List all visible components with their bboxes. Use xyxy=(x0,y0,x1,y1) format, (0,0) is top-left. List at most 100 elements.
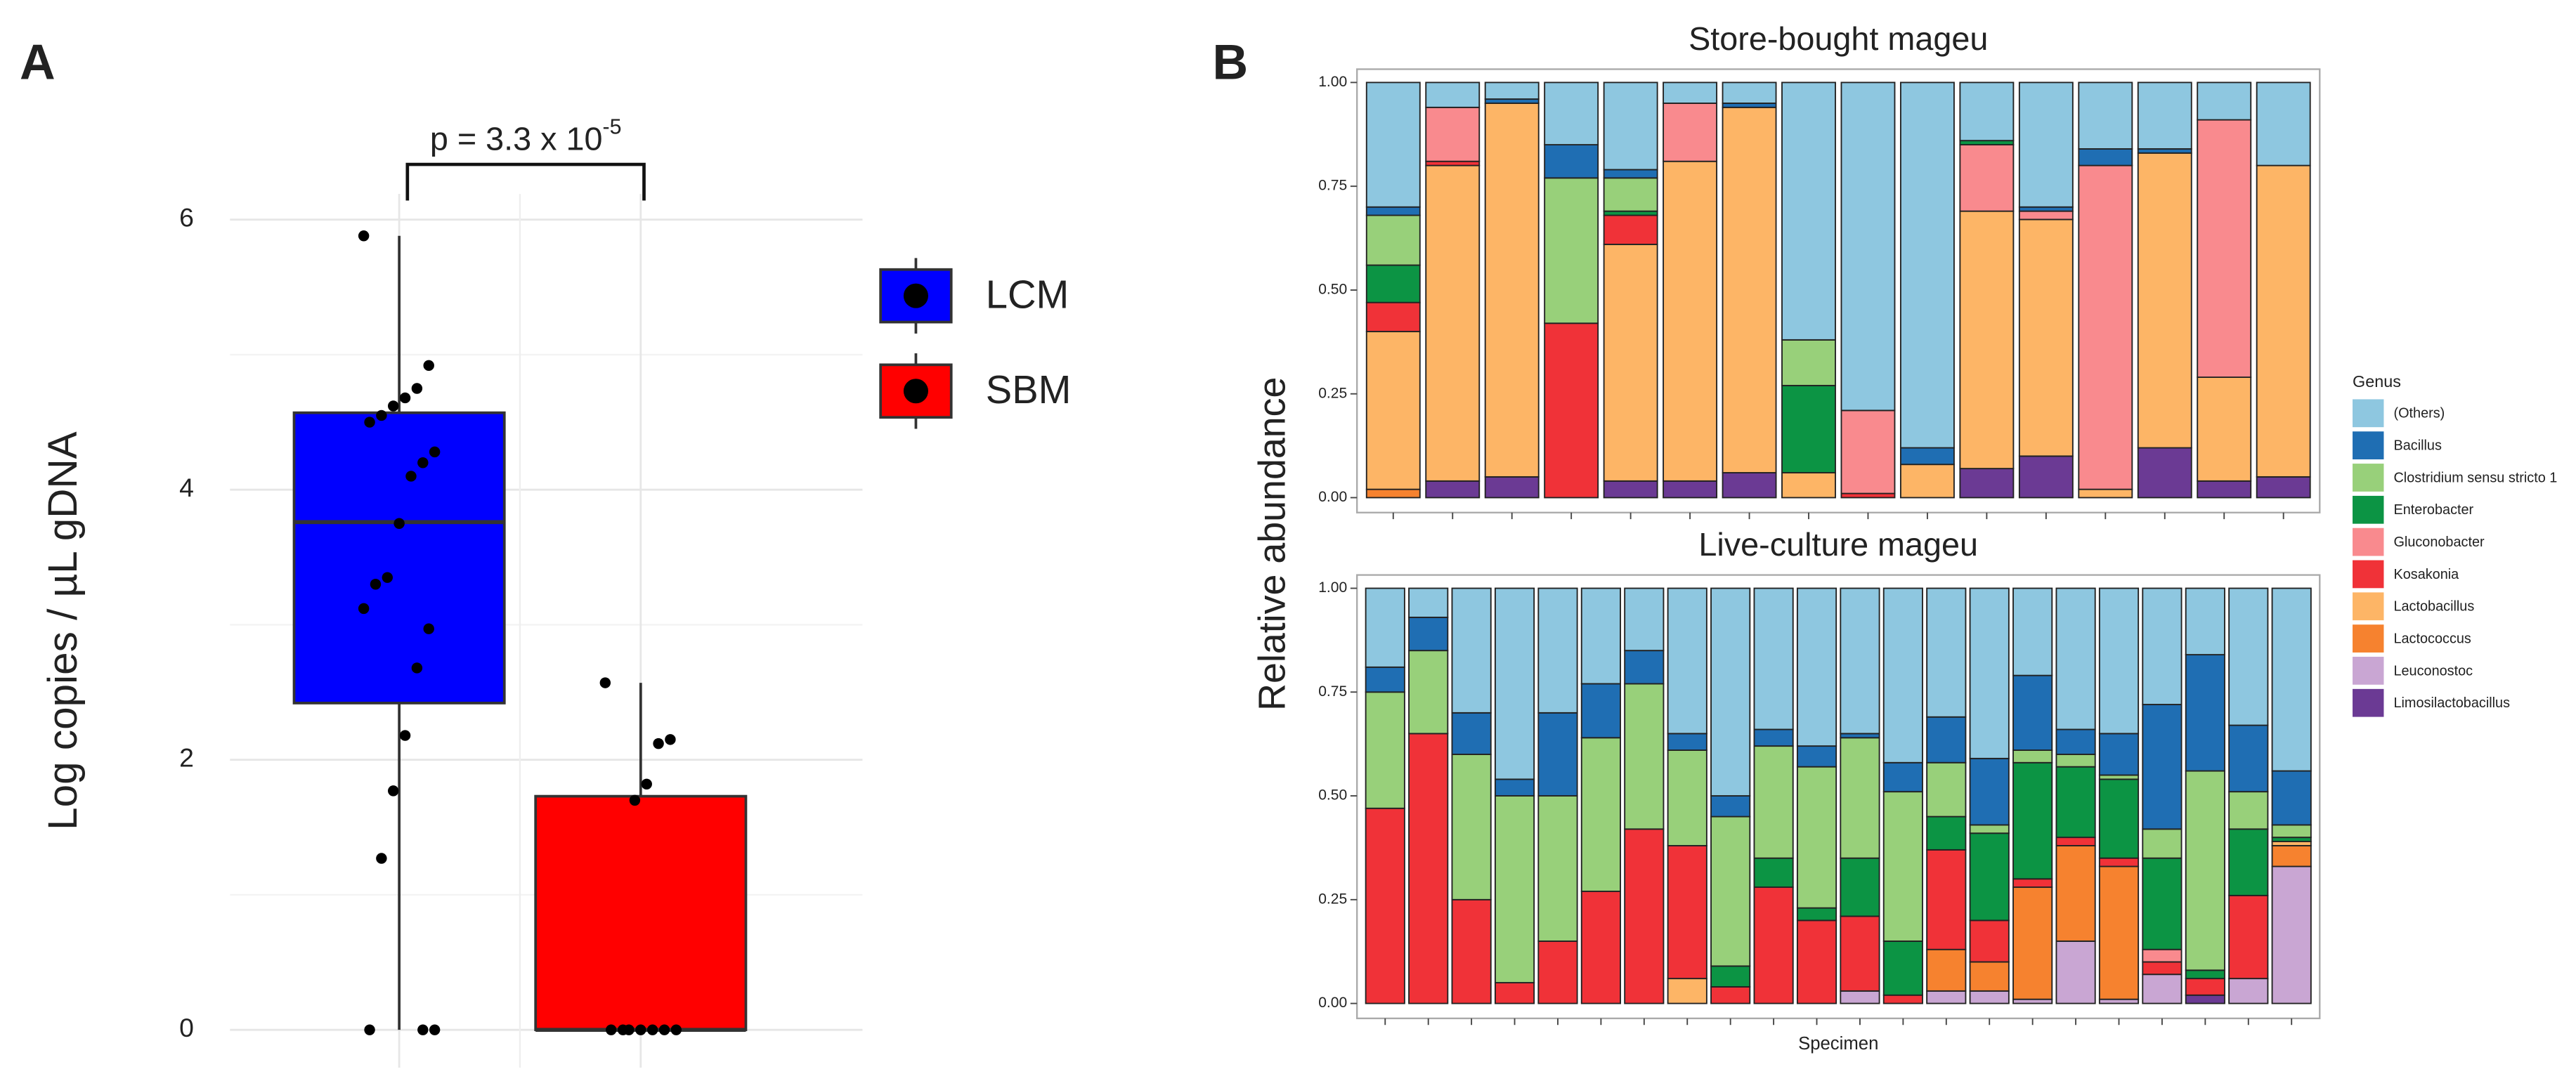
bar-segment xyxy=(1796,907,1837,922)
bar-segment xyxy=(2078,81,2133,150)
bar-segment xyxy=(1537,795,1578,942)
bar-segment xyxy=(1365,301,1421,332)
bar-segment xyxy=(1882,940,1923,996)
legend-label: Clostridium sensu stricto 1 xyxy=(2393,470,2557,485)
bar-segment xyxy=(1781,472,1836,499)
bar-segment xyxy=(2271,824,2312,839)
bar-segment xyxy=(2271,865,2312,1004)
facet-title: Store-bought mageu xyxy=(1689,20,1988,57)
bar-segment xyxy=(1544,81,1599,146)
bar-segment xyxy=(2137,152,2192,449)
bar-segment xyxy=(1899,464,1955,499)
bar-segment xyxy=(2012,749,2053,764)
bar-segment xyxy=(1959,210,2015,470)
bar-segment xyxy=(1451,712,1492,755)
legend-key xyxy=(2353,495,2384,524)
bar-segment xyxy=(1926,948,1967,992)
p-value: p = 3.3 x 10-5 xyxy=(430,115,622,157)
bar-segment xyxy=(1926,587,1967,718)
y-tick-label: 0.50 xyxy=(1318,787,1347,804)
bar-segment xyxy=(1365,81,1421,208)
bar-segment xyxy=(2197,119,2252,379)
x-axis-label: Specimen xyxy=(1798,1034,1878,1054)
bar-segment xyxy=(1926,990,1967,1004)
y-axis-label: Log copies / µL gDNA xyxy=(40,431,86,830)
point xyxy=(423,623,434,634)
bar-segment xyxy=(2185,978,2225,996)
bar-segment xyxy=(2228,791,2269,830)
bar-segment xyxy=(1624,587,1665,652)
y-tick-label: 2 xyxy=(179,743,194,773)
facet-title: Live-culture mageu xyxy=(1698,526,1978,563)
legend-key xyxy=(2353,657,2384,685)
bar-segment xyxy=(1781,384,1836,473)
bar-segment xyxy=(1840,915,1880,992)
point xyxy=(417,457,429,469)
bar-segment xyxy=(2055,837,2096,846)
y-tick-label: 0.25 xyxy=(1318,891,1347,907)
legend-key xyxy=(2353,399,2384,428)
point xyxy=(399,392,411,404)
point xyxy=(429,1024,441,1035)
y-tick-label: 0.25 xyxy=(1318,385,1347,401)
bar-segment xyxy=(1544,322,1599,499)
y-tick-label: 6 xyxy=(179,203,194,232)
bar-segment xyxy=(2271,845,2312,867)
bar-segment xyxy=(1663,81,1718,104)
bar-segment xyxy=(2055,728,2096,755)
bar-segment xyxy=(2142,961,2183,976)
bar-segment xyxy=(1451,898,1492,1004)
bar-segment xyxy=(1959,81,2015,142)
bar-segment xyxy=(2185,654,2225,772)
bar-segment xyxy=(2142,704,2183,830)
point xyxy=(606,1024,617,1035)
bar-segment xyxy=(1969,757,2010,826)
legend-label: Gluconobacter xyxy=(2393,535,2485,550)
bar-segment xyxy=(1899,81,1955,449)
point xyxy=(376,410,387,421)
bar-segment xyxy=(1899,447,1955,466)
legend-key xyxy=(2353,624,2384,653)
bar-segment xyxy=(1663,103,1718,162)
bar-segment xyxy=(1710,815,1751,967)
legend-key xyxy=(2353,431,2384,460)
bar-segment xyxy=(1796,766,1837,909)
bar-segment xyxy=(1603,177,1658,212)
legend-label: Enterobacter xyxy=(2393,502,2473,518)
bar-segment xyxy=(2142,828,2183,859)
point xyxy=(623,1024,635,1035)
bar-segment xyxy=(2012,587,2053,676)
bar-segment xyxy=(1840,81,1896,412)
bar-segment xyxy=(1425,106,1481,162)
point xyxy=(646,1024,658,1035)
bar-segment xyxy=(2137,81,2192,150)
legend-label: Lactococcus xyxy=(2393,631,2471,646)
bar-segment xyxy=(1969,587,2010,759)
point xyxy=(358,603,370,615)
point xyxy=(411,383,423,394)
point xyxy=(629,794,641,806)
bar-segment xyxy=(1667,845,1707,980)
bar-segment xyxy=(2271,770,2312,826)
bar-segment xyxy=(1753,745,1794,859)
bar-segment xyxy=(1710,986,1751,1004)
legend-key-dot xyxy=(903,283,928,308)
bar-segment xyxy=(2098,733,2140,776)
y-tick-label: 4 xyxy=(179,473,194,502)
bar-segment xyxy=(2185,994,2225,1004)
bar-segment xyxy=(1667,749,1707,846)
bar-segment xyxy=(2012,886,2053,1000)
bar-segment xyxy=(1753,857,1794,889)
bar-segment xyxy=(1667,978,1707,1004)
bar-segment xyxy=(1408,650,1449,735)
bar-segment xyxy=(2055,766,2096,839)
point xyxy=(635,1024,646,1035)
bar-segment xyxy=(1425,81,1481,108)
bar-segment xyxy=(2256,164,2311,478)
bar-segment xyxy=(2018,81,2074,208)
box xyxy=(292,411,506,705)
bar-segment xyxy=(1365,214,1421,266)
bar-segment xyxy=(1365,666,1405,693)
bar-segment xyxy=(1781,339,1836,386)
